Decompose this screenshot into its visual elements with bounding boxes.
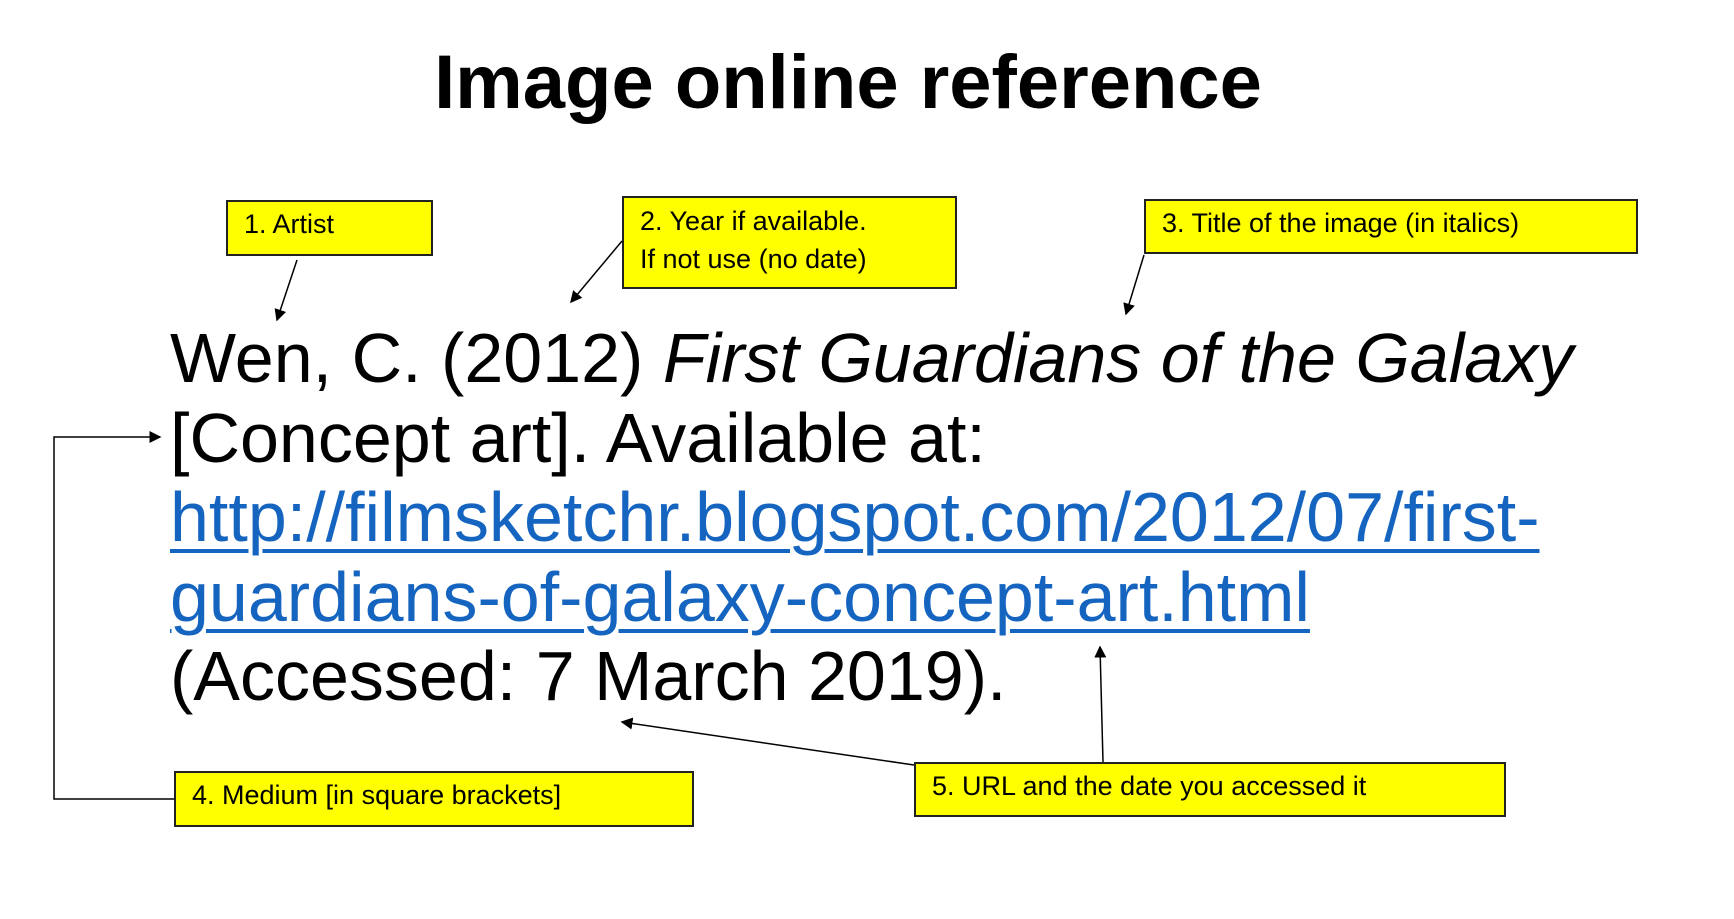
url-link-line-2[interactable]: guardians-of-galaxy-concept-art.html bbox=[170, 558, 1310, 636]
accessed-date: (Accessed: 7 March 2019). bbox=[170, 637, 1007, 715]
arrow-artist bbox=[274, 259, 298, 322]
reference-line-1: Wen, C. (2012) First Guardians of the Ga… bbox=[170, 318, 1573, 398]
arrow-title bbox=[1123, 254, 1145, 316]
medium-line: [Concept art]. Available at: bbox=[170, 399, 986, 477]
callout-url: 5. URL and the date you accessed it bbox=[914, 762, 1506, 817]
arrow-url bbox=[1094, 645, 1107, 763]
callout-title-text: 3. Title of the image (in italics) bbox=[1162, 208, 1520, 238]
image-title: First Guardians of the Galaxy bbox=[662, 319, 1574, 397]
author-year: Wen, C. (2012) bbox=[170, 319, 663, 397]
callout-medium-text: 4. Medium [in square brackets] bbox=[192, 780, 562, 810]
callout-year-text-2: If not use (no date) bbox=[640, 244, 867, 274]
callout-artist-text: 1. Artist bbox=[244, 209, 335, 239]
arrow-accessed-date bbox=[620, 717, 915, 766]
slide-title: Image online reference bbox=[434, 40, 1262, 125]
callout-medium: 4. Medium [in square brackets] bbox=[174, 771, 694, 827]
callout-title: 3. Title of the image (in italics) bbox=[1144, 199, 1638, 254]
callout-url-text: 5. URL and the date you accessed it bbox=[932, 771, 1367, 801]
callout-artist: 1. Artist bbox=[226, 200, 433, 256]
arrow-medium bbox=[53, 431, 174, 800]
callout-year: 2. Year if available. If not use (no date… bbox=[622, 196, 957, 289]
arrow-year bbox=[570, 240, 623, 304]
url-link-line-1[interactable]: http://filmsketchr.blogspot.com/2012/07/… bbox=[170, 478, 1540, 556]
callout-year-text-1: 2. Year if available. bbox=[640, 206, 867, 236]
